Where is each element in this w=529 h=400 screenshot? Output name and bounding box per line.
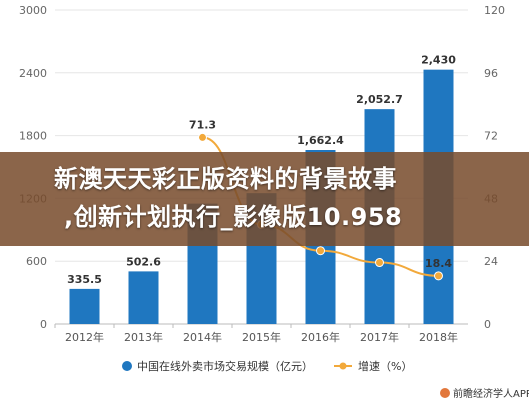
x-tick-label: 2014年: [183, 330, 222, 344]
legend-line-dot: [339, 362, 347, 370]
overlay-title-line-1: 新澳天天彩正版资料的背景故事: [54, 165, 397, 193]
growth-point: [434, 271, 443, 281]
y-right-tick-label: 24: [484, 255, 498, 268]
x-tick-label: 2018年: [419, 330, 458, 344]
growth-data-label: 71.3: [189, 118, 216, 131]
x-tick-label: 2013年: [124, 330, 163, 344]
y-right-tick-label: 120: [484, 4, 505, 17]
bar-data-label: 1,662.4: [297, 134, 344, 147]
growth-data-label: 18.4: [425, 257, 452, 270]
brand-logo-icon: [440, 388, 450, 398]
legend-bar-label: 中国在线外卖市场交易规模（亿元）: [137, 359, 313, 373]
growth-point: [375, 258, 384, 268]
x-tick-label: 2015年: [242, 330, 281, 344]
bar-data-label: 502.6: [126, 255, 161, 268]
y-left-tick-label: 3000: [19, 4, 47, 17]
watermark: 前瞻经济学人APP: [440, 385, 529, 400]
bar-data-label: 2,052.7: [356, 93, 403, 106]
y-left-tick-label: 1800: [19, 130, 47, 143]
watermark-text: 前瞻经济学人APP: [453, 389, 529, 400]
y-right-tick-label: 72: [484, 130, 498, 143]
x-tick-label: 2017年: [360, 330, 399, 344]
y-right-tick-label: 0: [484, 318, 491, 331]
y-left-tick-label: 600: [26, 255, 47, 268]
bar: [128, 271, 159, 324]
growth-point: [198, 132, 207, 142]
legend-line-label: 增速（%）: [358, 359, 412, 373]
x-tick-label: 2012年: [65, 330, 104, 344]
legend-bar-marker: [122, 361, 132, 371]
y-left-tick-label: 0: [40, 318, 47, 331]
x-tick-label: 2016年: [301, 330, 340, 344]
title-overlay-band: [0, 152, 529, 246]
y-right-tick-label: 96: [484, 67, 498, 80]
y-left-tick-label: 2400: [19, 67, 47, 80]
bar: [69, 288, 100, 324]
growth-point: [316, 246, 325, 256]
overlay-title-line-2: ,创新计划执行_影像版10.958: [64, 203, 403, 231]
bar-data-label: 335.5: [67, 273, 102, 286]
bar-data-label: 2,430: [421, 54, 456, 67]
